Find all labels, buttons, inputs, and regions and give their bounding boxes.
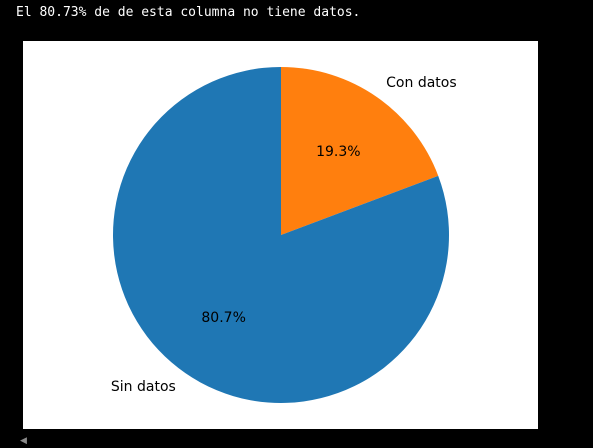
scroll-left-icon[interactable]: ◀	[20, 436, 27, 446]
pie-chart: 19.3% Con datos 80.7% Sin datos	[111, 67, 457, 403]
pie-slice-con-datos	[281, 67, 439, 235]
pie-pct-label-con-datos: 19.3%	[316, 144, 360, 160]
pie-pct-label-sin-datos: 80.7%	[201, 310, 245, 326]
cell-output-text: El 80.73% de de esta columna no tiene da…	[16, 5, 361, 20]
pie-category-label-con-datos: Con datos	[386, 75, 456, 91]
pie-chart-figure: 19.3% Con datos 80.7% Sin datos	[23, 41, 538, 429]
pie-slice-sin-datos	[113, 67, 449, 403]
pie-category-label-sin-datos: Sin datos	[111, 379, 176, 395]
